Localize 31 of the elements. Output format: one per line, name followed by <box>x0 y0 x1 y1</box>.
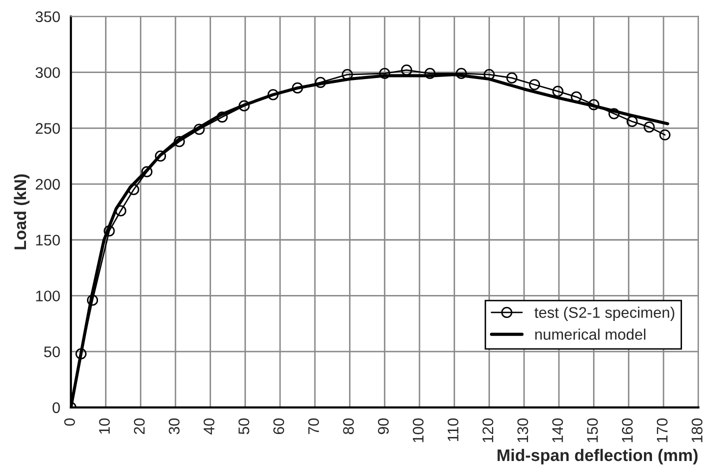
x-tick-label: 50 <box>238 418 250 434</box>
y-tick-label: 50 <box>44 346 60 358</box>
y-tick-label: 200 <box>36 178 60 190</box>
legend-label: numerical model <box>535 328 646 340</box>
x-tick-label: 60 <box>273 418 284 434</box>
x-tick-label: 180 <box>692 418 702 442</box>
y-axis-title: Load (kN) <box>14 174 30 250</box>
x-tick-label: 160 <box>622 418 633 442</box>
y-tick-label: 150 <box>36 234 60 246</box>
y-tick-label: 350 <box>36 11 60 22</box>
legend-label: test (S2-1 specimen) <box>534 306 674 321</box>
x-tick-label: 10 <box>99 418 110 434</box>
y-tick-label: 300 <box>36 67 60 78</box>
y-tick-label: 250 <box>36 123 60 134</box>
x-tick-label: 20 <box>134 418 145 434</box>
x-tick-label: 90 <box>378 418 389 434</box>
x-tick-label: 30 <box>168 418 180 434</box>
y-tick-label: 100 <box>36 290 60 302</box>
x-axis-title: Mid-span deflection (mm) <box>498 448 698 464</box>
x-tick-label: 70 <box>308 418 320 434</box>
x-tick-label: 40 <box>204 418 214 434</box>
y-tick-label: 0 <box>52 402 60 414</box>
x-tick-label: 120 <box>482 418 494 442</box>
x-tick-label: 110 <box>448 418 458 442</box>
x-tick-label: 0 <box>64 418 75 426</box>
x-tick-label: 140 <box>552 418 564 442</box>
x-tick-label: 150 <box>587 418 598 442</box>
x-tick-label: 80 <box>343 418 354 434</box>
x-tick-label: 170 <box>656 418 668 442</box>
x-tick-label: 130 <box>517 418 528 442</box>
x-tick-label: 100 <box>412 418 424 442</box>
